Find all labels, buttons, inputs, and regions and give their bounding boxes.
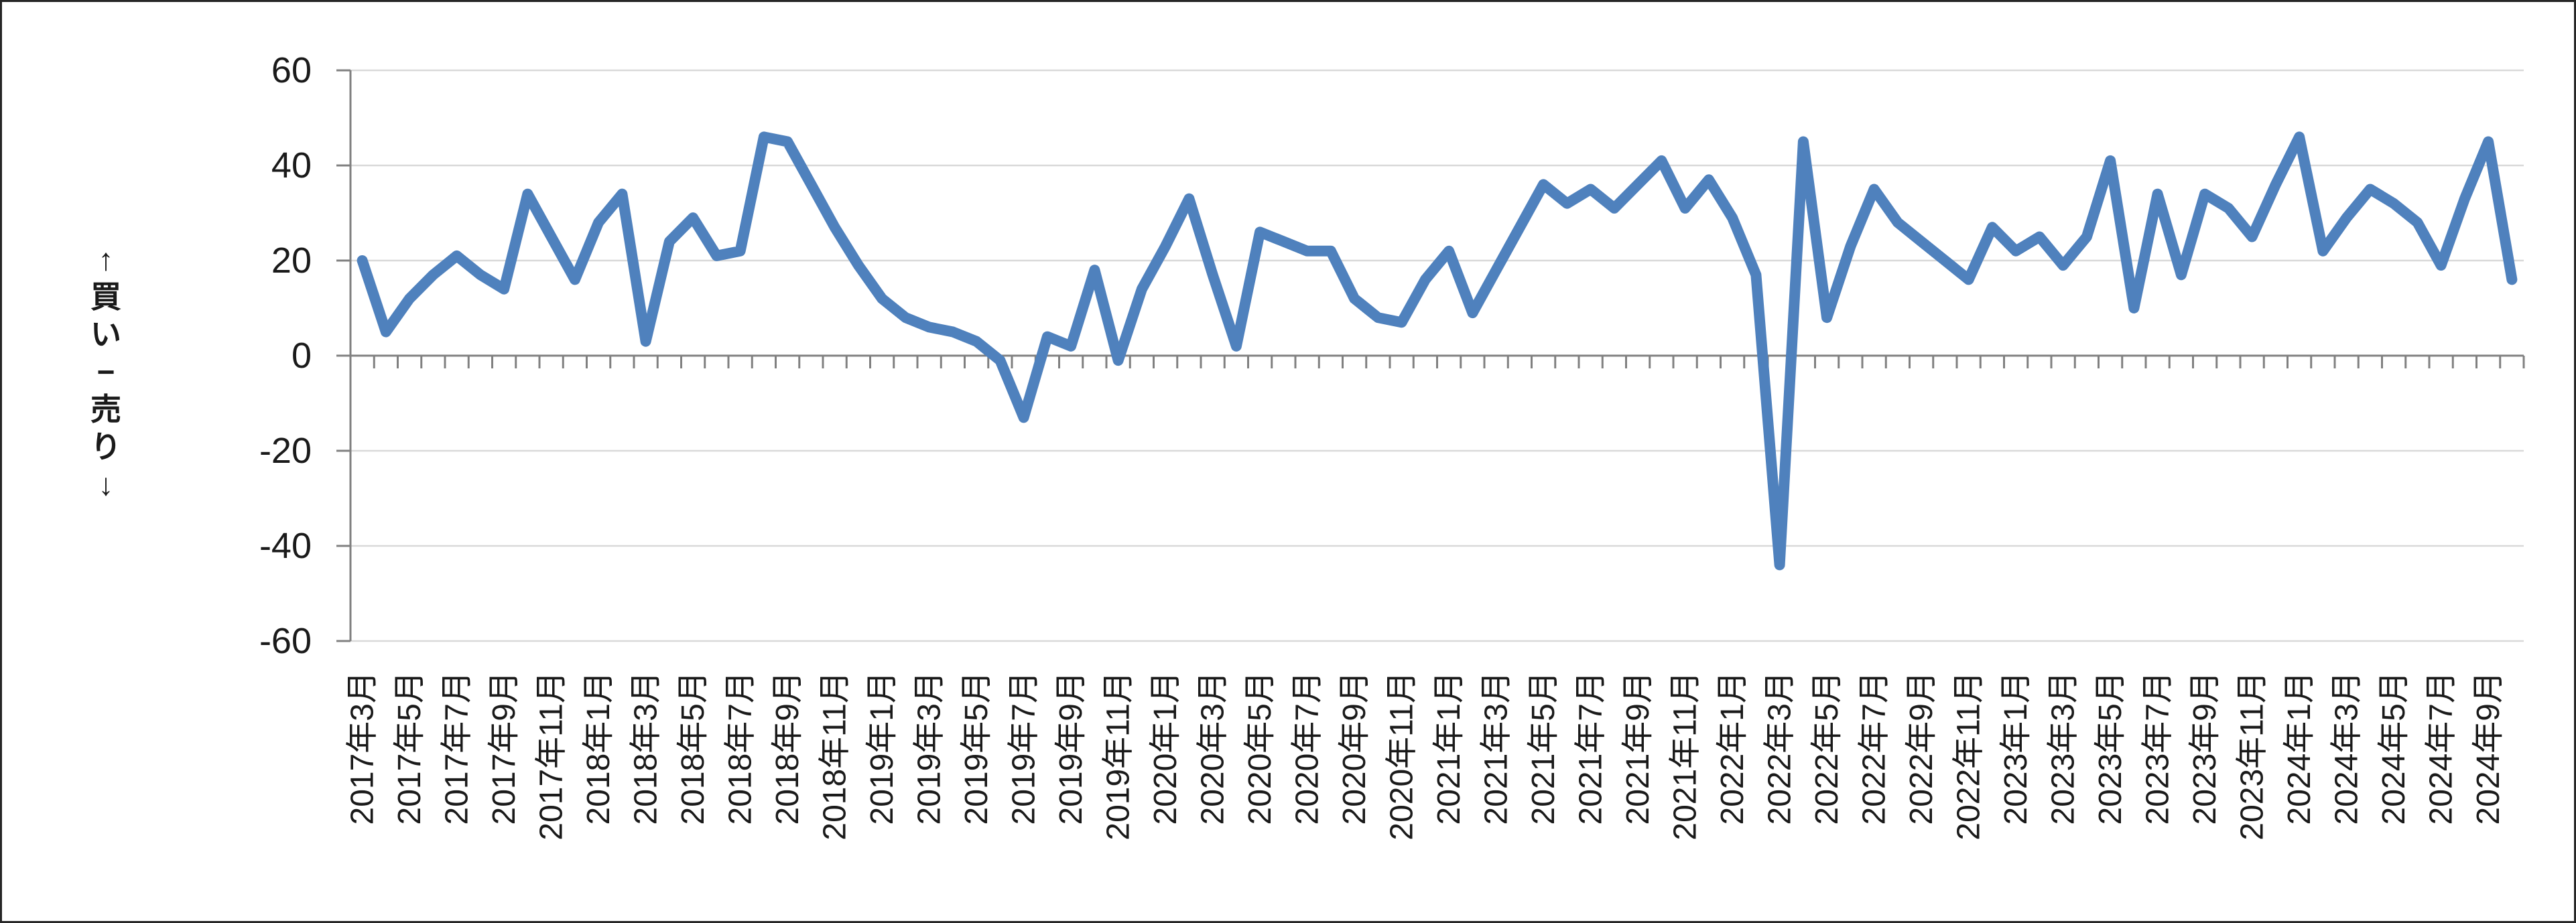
x-tick-label: 2019年3月 <box>912 671 948 825</box>
x-tick-label: 2023年5月 <box>2093 671 2128 825</box>
y-tick-label: 0 <box>292 336 312 376</box>
x-tick-label: 2018年5月 <box>675 671 711 825</box>
x-tick-label: 2020年9月 <box>1337 671 1372 825</box>
x-tick-label: 2020年7月 <box>1290 671 1326 825</box>
x-tick-label: 2020年11月 <box>1384 671 1420 841</box>
x-tick-label: 2022年1月 <box>1715 671 1750 825</box>
x-tick-label: 2024年7月 <box>2424 671 2459 825</box>
x-tick-label: 2020年1月 <box>1148 671 1183 825</box>
y-tick-label: -60 <box>259 621 312 661</box>
x-tick-label: 2017年11月 <box>534 671 570 841</box>
x-tick-label: 2019年1月 <box>864 671 900 825</box>
x-tick-label: 2018年1月 <box>581 671 617 825</box>
x-tick-label: 2018年9月 <box>770 671 806 825</box>
x-tick-label: 2024年3月 <box>2329 671 2365 825</box>
x-tick-label: 2022年3月 <box>1762 671 1798 825</box>
x-tick-label: 2024年1月 <box>2282 671 2317 825</box>
y-axis-title-char: ↓ <box>99 467 114 502</box>
x-tick-label: 2018年11月 <box>818 671 853 841</box>
y-axis-title-char: り <box>90 429 121 464</box>
y-tick-label: -20 <box>259 431 312 471</box>
x-tick-label: 2017年7月 <box>440 671 475 825</box>
x-tick-label: 2021年9月 <box>1620 671 1656 825</box>
x-tick-label: 2021年3月 <box>1479 671 1515 825</box>
x-tick-label: 2022年9月 <box>1904 671 1939 825</box>
x-tick-label: 2021年1月 <box>1431 671 1467 825</box>
x-tick-label: 2023年7月 <box>2140 671 2176 825</box>
x-tick-label: 2018年7月 <box>723 671 759 825</box>
x-tick-label: 2019年9月 <box>1053 671 1089 825</box>
x-tick-label: 2022年7月 <box>1857 671 1892 825</box>
x-tick-label: 2020年5月 <box>1242 671 1278 825</box>
y-tick-label: 20 <box>271 240 312 281</box>
x-tick-label: 2017年5月 <box>392 671 428 825</box>
x-tick-label: 2017年9月 <box>487 671 522 825</box>
x-tick-label: 2020年3月 <box>1196 671 1231 825</box>
y-axis-title-char: い <box>90 317 121 352</box>
x-tick-label: 2024年5月 <box>2376 671 2412 825</box>
x-tick-label: 2019年5月 <box>959 671 994 825</box>
x-tick-label: 2018年3月 <box>629 671 664 825</box>
x-tick-label: 2022年11月 <box>1951 671 1987 841</box>
data-line <box>357 131 2518 571</box>
x-tick-label: 2023年9月 <box>2187 671 2223 825</box>
y-axis-title-char: − <box>97 354 115 389</box>
x-tick-label: 2024年9月 <box>2471 671 2506 825</box>
y-tick-label: 40 <box>271 145 312 186</box>
x-tick-label: 2019年7月 <box>1007 671 1042 825</box>
x-tick-label: 2023年11月 <box>2235 671 2270 841</box>
x-tick-label: 2017年3月 <box>345 671 381 825</box>
x-tick-label: 2019年11月 <box>1101 671 1137 841</box>
x-tick-label: 2021年11月 <box>1668 671 1703 841</box>
x-tick-label: 2023年1月 <box>1998 671 2034 825</box>
y-tick-label: -40 <box>259 526 312 566</box>
y-axis-title-char: 買 <box>90 279 121 314</box>
y-axis-title-char: 売 <box>90 392 121 427</box>
x-tick-label: 2021年7月 <box>1573 671 1609 825</box>
y-axis-title-char: ↑ <box>99 242 114 277</box>
y-tick-label: 60 <box>271 50 312 90</box>
x-tick-label: 2023年3月 <box>2046 671 2081 825</box>
x-tick-label: 2022年5月 <box>1809 671 1845 825</box>
x-tick-label: 2021年5月 <box>1526 671 1561 825</box>
